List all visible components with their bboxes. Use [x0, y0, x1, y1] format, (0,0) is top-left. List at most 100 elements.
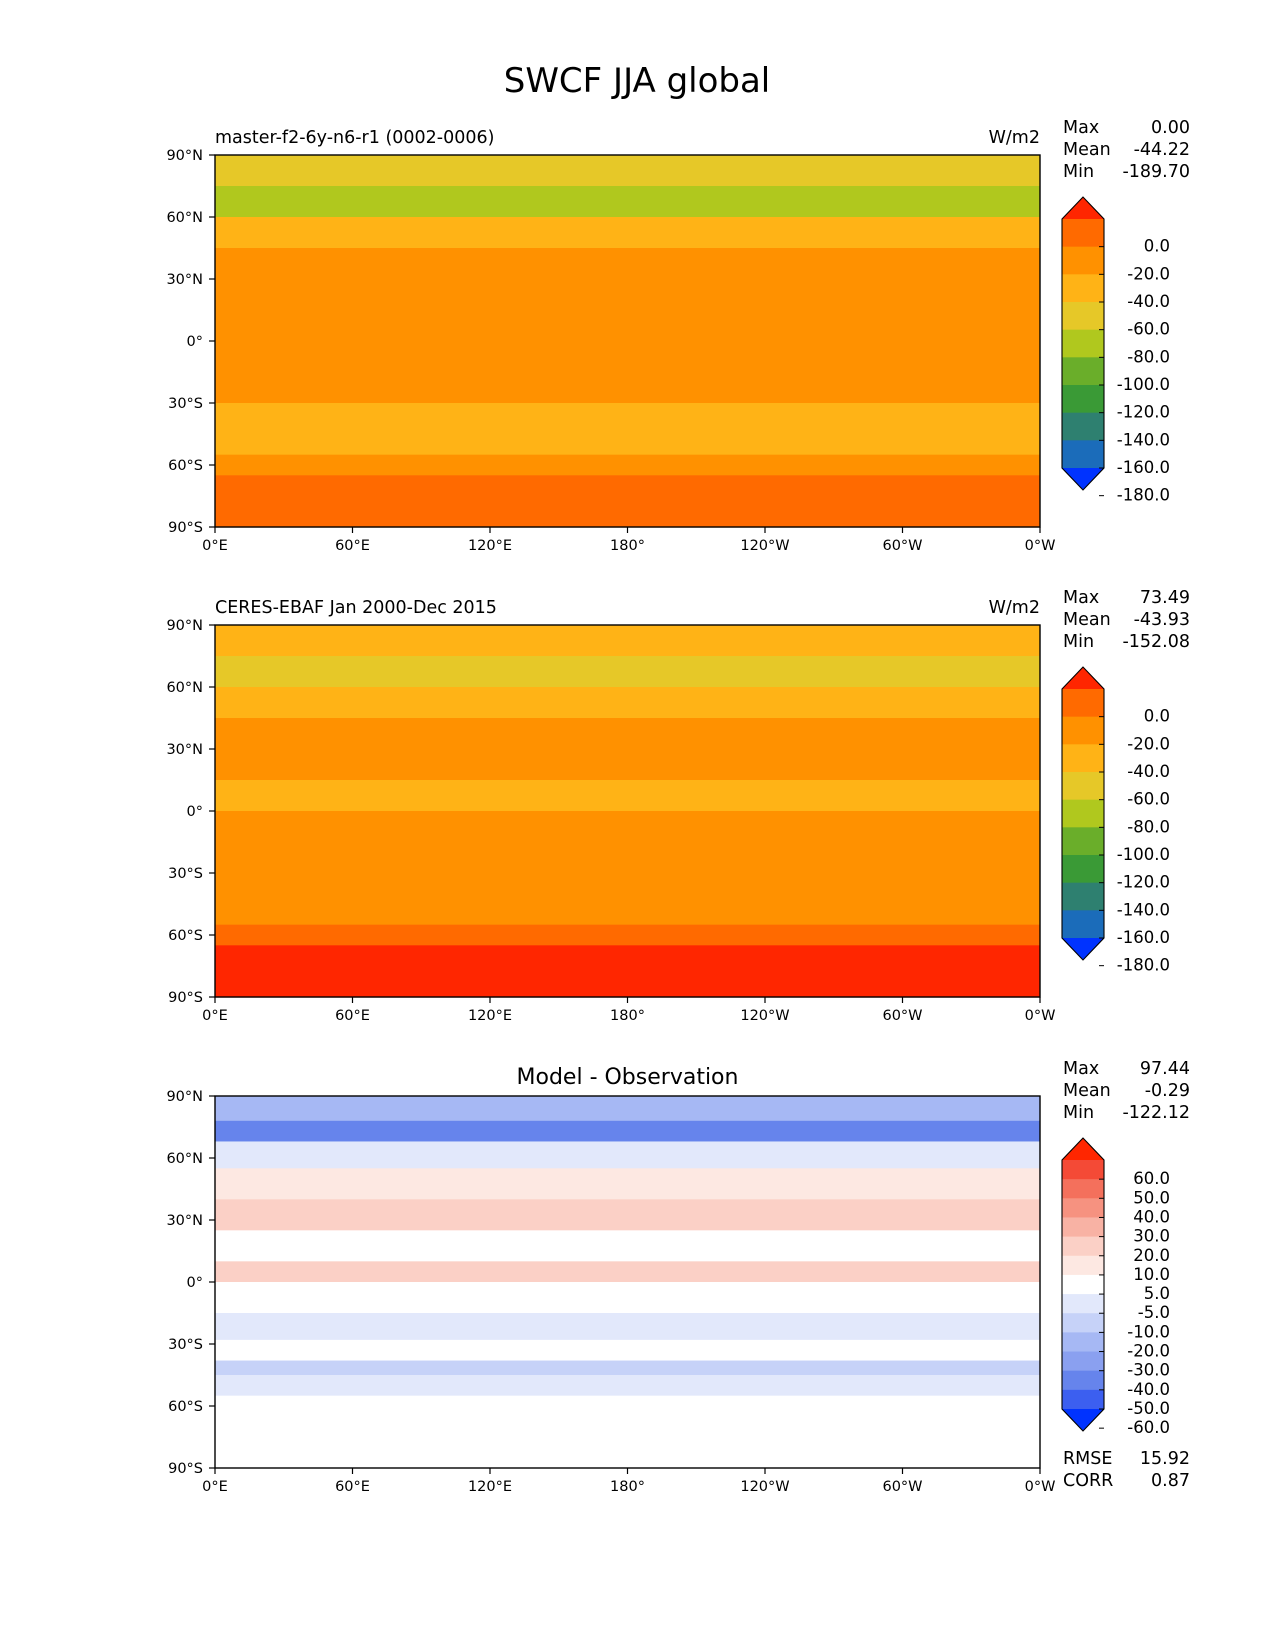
map-panel-test: 90°N 60°N 30°N 0° 30°S 60°S 90°S 0°E 60°E 120°E 18… [166, 118, 1190, 554]
colorbar-segment [1062, 910, 1104, 939]
x-tick-label: 0°W [1025, 1479, 1056, 1495]
colorbar-label: -180.0 [1117, 956, 1170, 975]
colorbar-segment [1062, 716, 1104, 745]
colorbar-label: -60.0 [1127, 790, 1170, 809]
heatmap-band [215, 434, 1040, 456]
colorbar-label: -80.0 [1127, 817, 1170, 836]
x-tick-label: 0°E [202, 1479, 228, 1495]
stat-label: Max [1063, 588, 1099, 608]
x-tick-label: 180° [610, 538, 645, 554]
y-tick-label: 60°N [166, 1151, 203, 1167]
panel-title: Model - Observation [517, 1065, 739, 1090]
heatmap-band [215, 1261, 1040, 1283]
stat-value: -122.12 [1122, 1103, 1190, 1123]
stat-value: 0.87 [1151, 1471, 1190, 1491]
colorbar-segment [1062, 882, 1104, 911]
heatmap-band [215, 372, 1040, 404]
colorbar-segment [1062, 1294, 1104, 1314]
colorbar-extend-bottom [1062, 468, 1104, 490]
y-tick-label: 30°N [166, 742, 203, 758]
heatmap-band [215, 780, 1040, 812]
heatmap-field [215, 625, 1040, 998]
colorbar-segment [1062, 412, 1104, 441]
stats-block: Max 97.44 Mean -0.29 Min -122.12 [1063, 1059, 1190, 1123]
colorbar-label: -160.0 [1117, 458, 1170, 477]
heatmap-band [215, 1282, 1040, 1314]
x-tick-label: 0°E [202, 1008, 228, 1024]
x-tick-label: 180° [610, 1008, 645, 1024]
heatmap-band [215, 1096, 1040, 1122]
y-tick-label: 90°S [168, 1461, 203, 1477]
map-panel-reference: 90°N 60°N 30°N 0° 30°S 60°S 90°S 0°E 60°E 120°E 18… [166, 588, 1190, 1024]
panel-title: CERES-EBAF Jan 2000-Dec 2015 [215, 598, 497, 618]
x-tick-label: 120°E [468, 538, 512, 554]
heatmap-band [215, 279, 1040, 311]
colorbar-label: -40.0 [1127, 762, 1170, 781]
heatmap-band [215, 945, 1040, 998]
x-tick-label: 120°W [740, 1479, 789, 1495]
colorbar-extend-bottom [1062, 938, 1104, 960]
heatmap-band [215, 749, 1040, 781]
x-tick-label: 120°W [740, 1008, 789, 1024]
stat-value: -189.70 [1122, 162, 1190, 182]
heatmap-band [215, 403, 1040, 435]
stat-label: Min [1063, 1103, 1094, 1123]
heatmap-field [215, 1096, 1040, 1469]
colorbar-segment [1062, 302, 1104, 331]
y-tick-label: 60°S [168, 928, 203, 944]
units-label: W/m2 [989, 598, 1040, 618]
colorbar-label: 0.0 [1144, 707, 1170, 726]
stats-block: Max 73.49 Mean -43.93 Min -152.08 [1063, 588, 1190, 652]
colorbar: 60.050.040.030.020.010.05.0-5.0-10.0-20.… [1061, 1137, 1170, 1437]
colorbar-label: 5.0 [1144, 1284, 1170, 1303]
x-tick-label: 120°E [468, 1479, 512, 1495]
heatmap-band [215, 687, 1040, 719]
stats-block: Max 0.00 Mean -44.22 Min -189.70 [1063, 118, 1190, 182]
heatmap-band [215, 1313, 1040, 1341]
stat-value: -152.08 [1122, 632, 1190, 652]
stat-value: 15.92 [1140, 1449, 1190, 1469]
error-stats: RMSE 15.92 CORR 0.87 [1063, 1449, 1190, 1491]
colorbar-label: -40.0 [1127, 292, 1170, 311]
x-tick-label: 0°W [1025, 1008, 1056, 1024]
colorbar-segment [1062, 440, 1104, 469]
colorbar-extend-bottom [1062, 1409, 1104, 1431]
y-tick-label: 90°N [166, 1089, 203, 1105]
heatmap-band [215, 1339, 1040, 1362]
units-label: W/m2 [989, 128, 1040, 148]
x-tick-label: 120°E [468, 1008, 512, 1024]
colorbar-extend-top [1062, 197, 1104, 219]
y-axis: 90°N 60°N 30°N 0° 30°S 60°S 90°S [166, 148, 215, 536]
heatmap-band [215, 1199, 1040, 1231]
heatmap-band [215, 718, 1040, 750]
stat-value: 73.49 [1140, 588, 1190, 608]
heatmap-band [215, 341, 1040, 373]
colorbar-label: -20.0 [1127, 734, 1170, 753]
colorbar-label: -20.0 [1127, 1342, 1170, 1361]
colorbar-label: -120.0 [1117, 403, 1170, 422]
heatmap-band [215, 1141, 1040, 1169]
y-axis: 90°N 60°N 30°N 0° 30°S 60°S 90°S [166, 618, 215, 1006]
colorbar-label: -140.0 [1117, 430, 1170, 449]
y-tick-label: 30°S [168, 396, 203, 412]
colorbar-segment [1062, 772, 1104, 801]
colorbar-label: -120.0 [1117, 873, 1170, 892]
y-tick-label: 30°N [166, 272, 203, 288]
colorbar-label: 10.0 [1133, 1265, 1170, 1284]
colorbar-extend-top [1062, 1138, 1104, 1160]
x-axis: 0°E 60°E 120°E 180° 120°W 60°W 0°W [202, 997, 1055, 1024]
y-tick-label: 30°S [168, 1337, 203, 1353]
x-tick-label: 60°E [335, 538, 370, 554]
stat-label: CORR [1063, 1471, 1113, 1491]
heatmap-band [215, 904, 1040, 926]
y-tick-label: 60°N [166, 680, 203, 696]
colorbar-label: 40.0 [1133, 1207, 1170, 1226]
colorbar-segment [1062, 246, 1104, 275]
heatmap-band [215, 842, 1040, 874]
heatmap-band [215, 454, 1040, 476]
colorbar-segment [1062, 1389, 1104, 1410]
x-axis: 0°E 60°E 120°E 180° 120°W 60°W 0°W [202, 527, 1055, 554]
colorbar-label: -50.0 [1127, 1399, 1170, 1418]
colorbar-segment [1062, 274, 1104, 303]
